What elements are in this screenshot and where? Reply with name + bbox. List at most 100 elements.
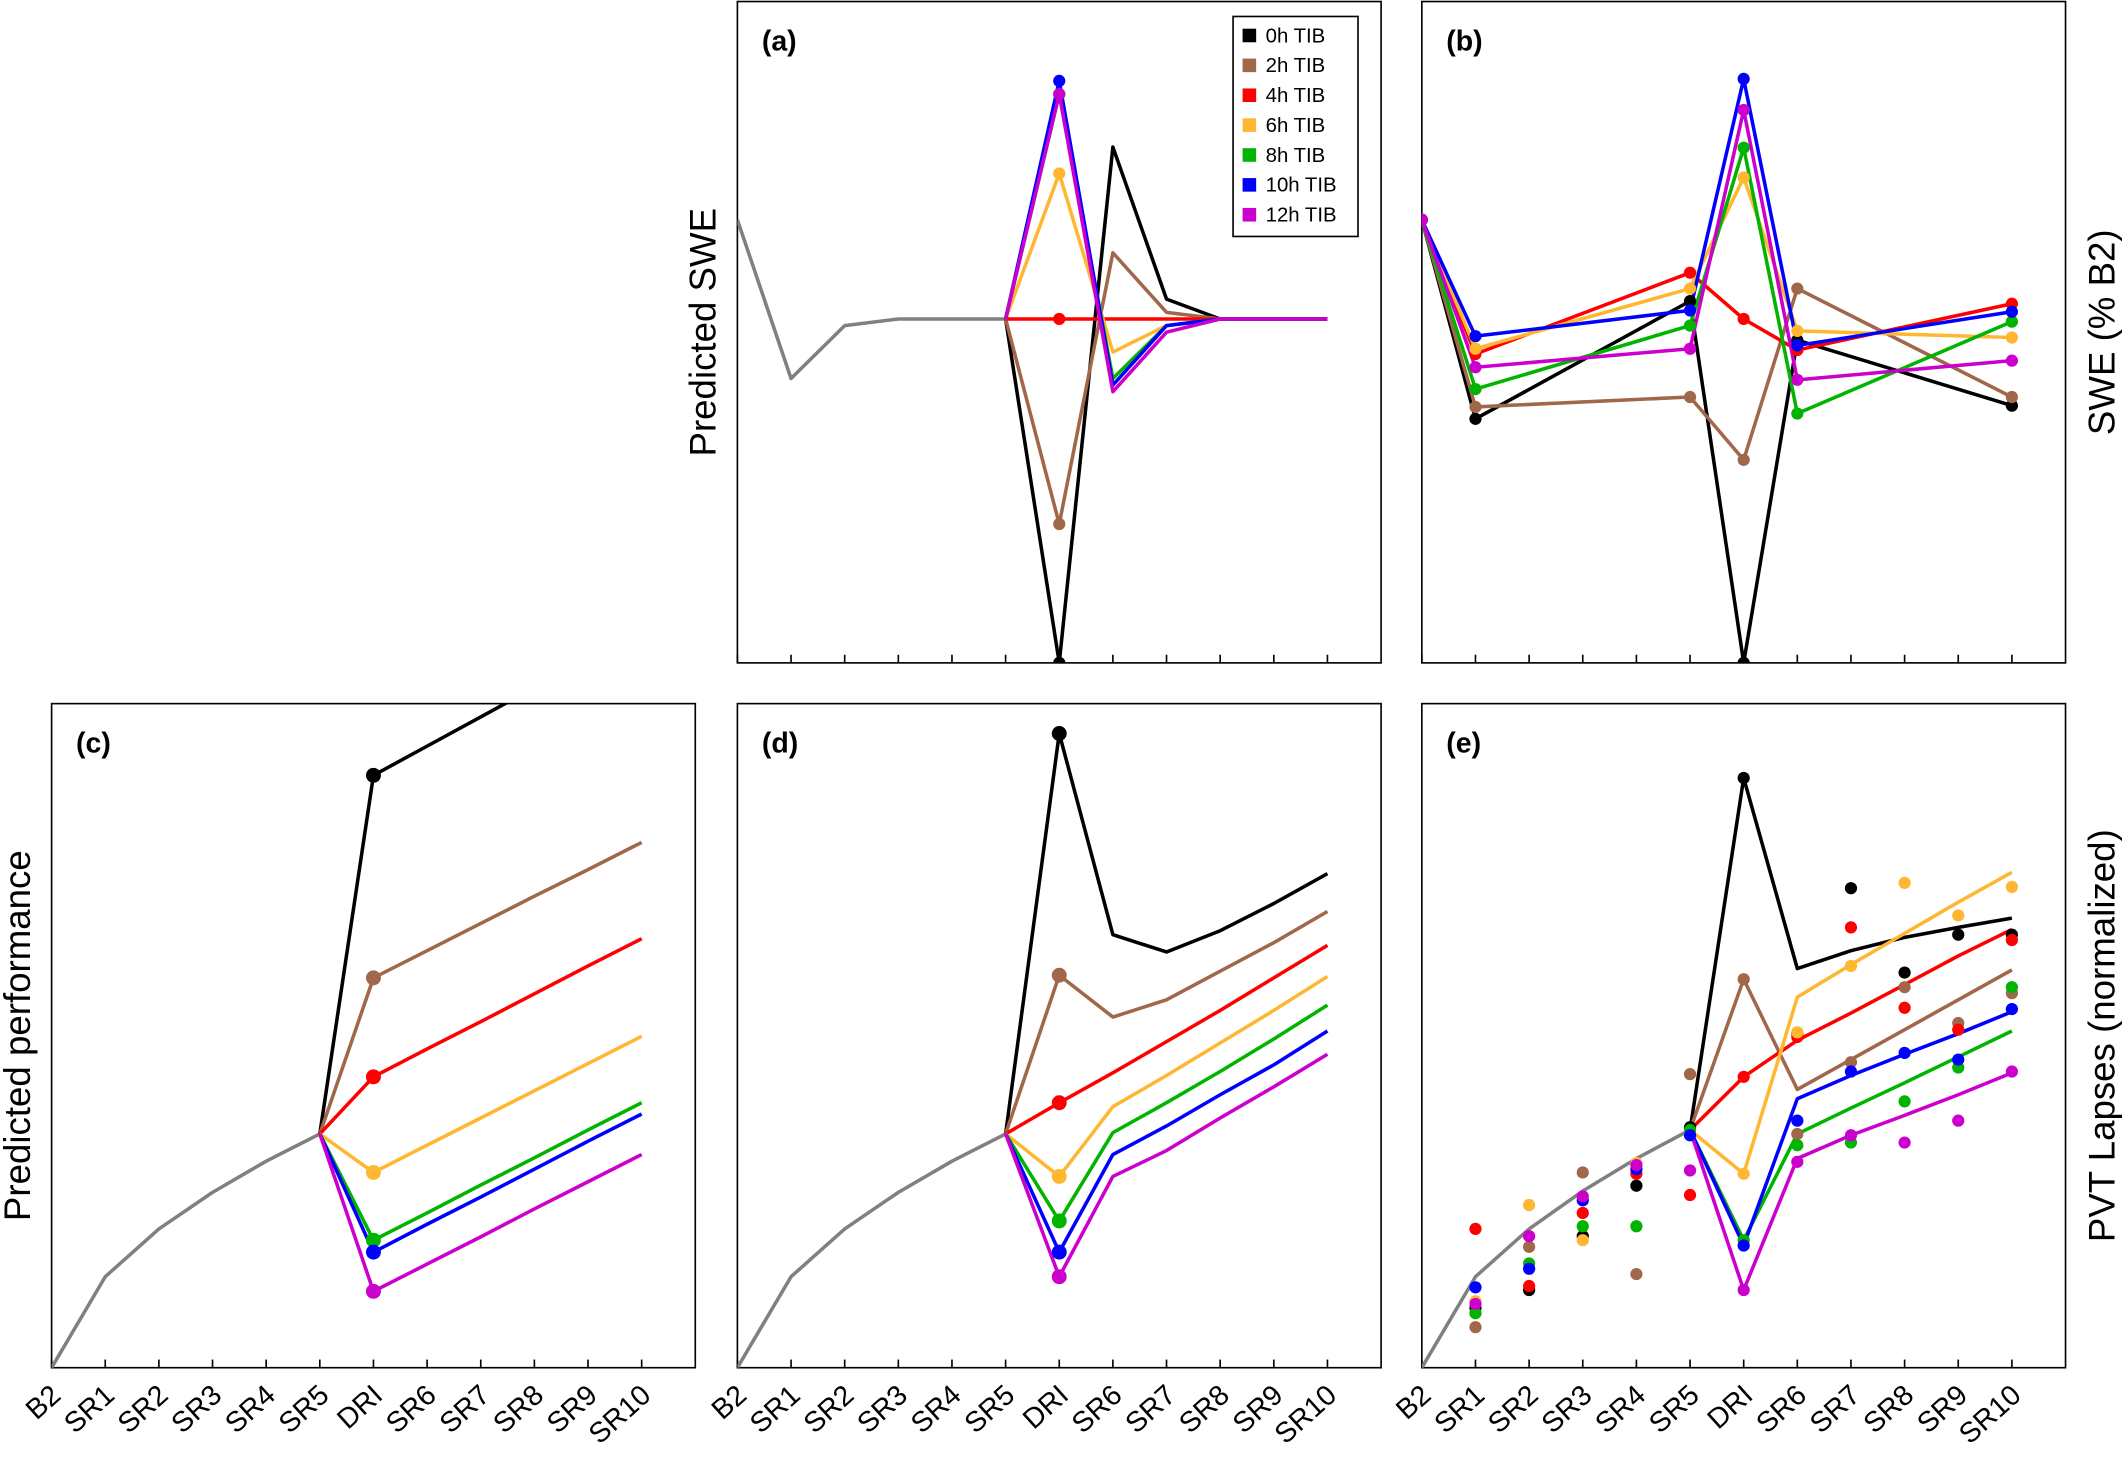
marker [1051,1213,1067,1229]
observed-point [1898,1095,1911,1108]
observed-point [1844,1056,1858,1069]
plot-area [1421,771,2019,1368]
marker [2005,331,2019,344]
marker [1683,390,1697,404]
x-tick-label: SR7 [1119,1379,1182,1440]
x-tick-label: SR10 [1953,1379,2027,1450]
panel-label: (b) [1446,25,1482,57]
marker [365,1232,381,1248]
observed-point [1576,1220,1589,1233]
observed-point [1523,1279,1536,1293]
baseline-line [737,1132,1007,1368]
marker [1791,339,1804,352]
observed-point [1737,1070,1750,1083]
x-tick-label: SR6 [1750,1379,1813,1440]
observed-point [1898,1136,1911,1149]
baseline-line [51,1132,321,1368]
x-tick-label: SR1 [58,1379,121,1440]
series-line [318,703,509,1135]
x-tick-label: SR10 [583,1379,657,1450]
observed-point [1898,1001,1911,1014]
legend-label: 0h TIB [1266,25,1326,47]
marker [365,1164,381,1180]
observed-point [1469,1297,1482,1311]
legend-label: 10h TIB [1266,175,1337,197]
series-line [318,1034,643,1175]
observed-point [1952,1114,1965,1127]
x-tick-label: SR3 [1536,1379,1599,1440]
legend-swatch [1242,88,1257,103]
marker [1051,1095,1067,1111]
panel: B2SR1SR2SR3SR4SR5DRISR6SR7SR8SR9SR10(c)P… [0,702,697,1450]
x-tick-label: SR6 [1066,1379,1129,1440]
panel: (b) SWE (% B2) [1421,0,2122,664]
observed-point [2005,1065,2019,1078]
plot-area [51,703,643,1368]
plot-area [1421,72,2019,663]
marker [1737,141,1750,154]
observed-point [2005,933,2019,947]
marker [1051,1269,1067,1285]
baseline-line [737,219,1006,381]
observed-point [1952,909,1965,922]
series-line [1421,108,2013,382]
y-axis-label: PVT Lapses (normalized) [2081,829,2122,1242]
marker [2005,354,2019,367]
series-line [1688,1071,2013,1292]
observed-point [1683,1164,1697,1177]
marker [1683,282,1697,295]
x-tick-label: SR1 [1428,1379,1491,1440]
marker [1791,282,1804,295]
marker [365,1244,381,1260]
series-line [1421,219,2013,462]
plot-frame [736,702,1382,1369]
series-line [318,1133,643,1294]
x-tick-label: SR8 [1173,1379,1236,1440]
x-tick-label: DRI [1701,1379,1759,1436]
marker [2005,315,2019,328]
observed-point [1737,771,1750,785]
observed-point [1952,1023,1965,1036]
series-line [1688,1010,2013,1248]
observed-point [1791,1155,1804,1168]
series-line [1003,251,1328,526]
marker [1053,517,1066,531]
x-tick-label: SR6 [380,1379,443,1440]
legend-swatch [1242,28,1257,43]
marker [1051,1244,1067,1260]
marker [1737,453,1750,466]
marker [2005,399,2019,412]
observed-point [1898,1046,1911,1060]
panel-label: (d) [762,728,798,760]
marker [1053,88,1066,101]
observed-point [1791,1114,1804,1127]
marker [1421,213,1428,226]
x-tick-label: SR2 [112,1379,175,1440]
x-tick-label: SR5 [273,1379,336,1440]
marker [1469,412,1482,425]
panel: (a) Predicted SWE 0h TIB 2h TIB 4h TIB 6h TIB… [683,0,1382,664]
observed-point [1844,1129,1858,1142]
x-tick-label: SR8 [1858,1379,1921,1440]
legend-swatch [1242,148,1257,162]
observed-point [1898,981,1911,994]
observed-point [1737,1167,1750,1180]
x-tick-label: SR3 [165,1379,228,1440]
marker [1053,312,1066,326]
observed-point [1576,1190,1589,1203]
observed-point [1630,1159,1643,1172]
x-tick-label: SR4 [1589,1379,1652,1440]
observed-point [1952,1053,1965,1066]
observed-point [1523,1262,1536,1275]
x-tick-label: SR2 [1482,1379,1545,1440]
legend-swatch [1242,58,1257,73]
x-tick-label: DRI [331,1379,389,1436]
marker [2005,390,2019,404]
marker [1683,319,1697,332]
series-line [1004,975,1329,1179]
x-tick-label: DRI [1017,1379,1075,1436]
marker [1053,656,1066,663]
marker [1469,361,1482,374]
panel-label: (c) [76,728,111,760]
